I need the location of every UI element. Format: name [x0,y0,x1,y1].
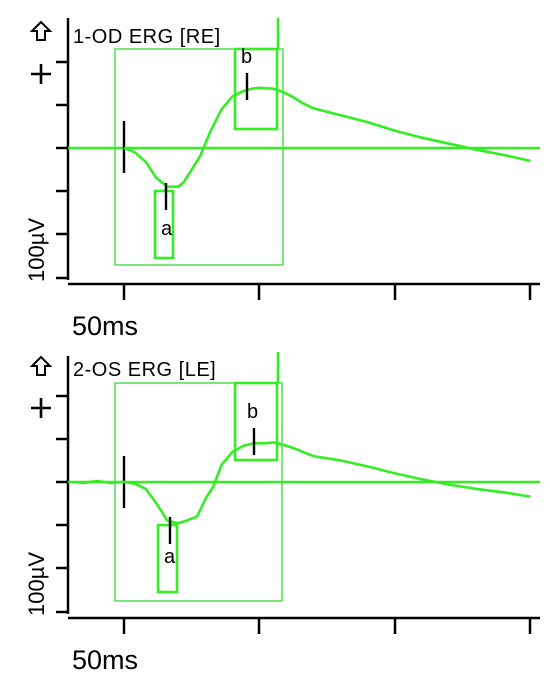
erg-panel-od: 1-OD ERG [RE] b a 100µV 50ms [24,18,540,341]
analysis-window [114,382,283,602]
a-wave-marker-box[interactable] [153,189,175,260]
a-wave-label: a [164,546,176,568]
scale-up-arrow-icon[interactable] [29,355,53,376]
a-wave-label: a [161,218,173,240]
amplitude-scale-label: 100µV [24,218,49,282]
b-wave-label: b [247,401,258,423]
erg-panel-os: 2-OS ERG [LE] b a 100µV 50ms [24,352,540,675]
erg-trace-od [123,86,531,188]
b-wave-marker-box[interactable] [233,381,279,462]
plus-icon[interactable] [31,64,51,84]
scale-up-arrow-icon[interactable] [29,20,53,41]
time-scale-label: 50ms [72,311,138,341]
plus-icon[interactable] [31,398,51,418]
panel-title: 2-OS ERG [LE] [73,359,216,381]
b-wave-label: b [241,46,252,68]
b-wave-marker-box[interactable] [233,47,279,131]
a-wave-marker-box[interactable] [156,523,179,594]
panel-title: 1-OD ERG [RE] [73,26,221,48]
analysis-window [114,48,284,266]
amplitude-scale-label: 100µV [24,552,49,616]
time-scale-label: 50ms [72,645,138,675]
erg-trace-os [75,441,531,525]
